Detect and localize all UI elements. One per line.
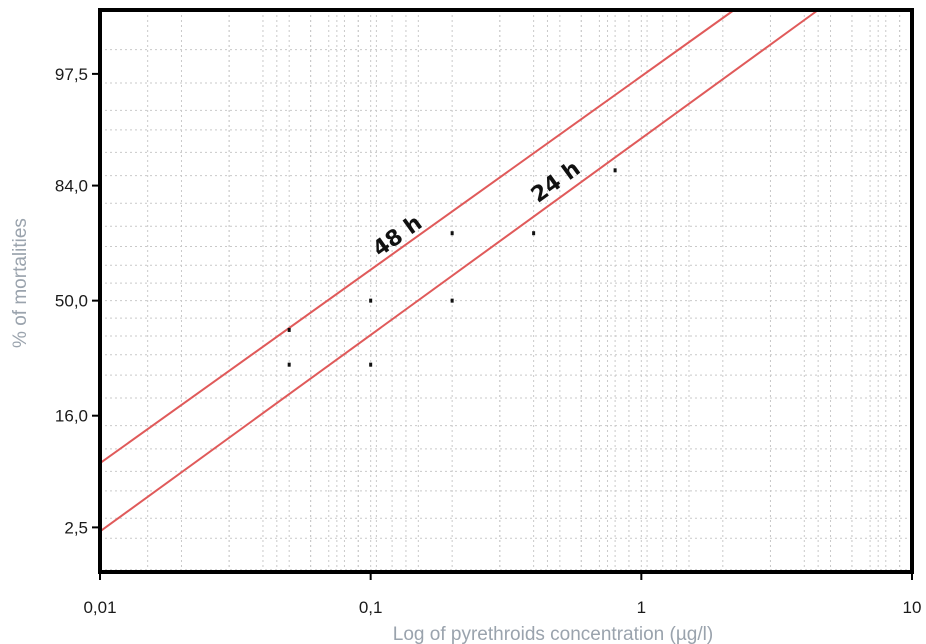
y-axis-title: % of mortalities (10, 218, 31, 348)
data-point (369, 362, 373, 367)
data-point (450, 231, 454, 236)
series-label: 48 h (369, 211, 427, 263)
y-tick-label: 84,0 (55, 177, 88, 196)
x-tick-label: 1 (637, 598, 646, 617)
regression-line (99, 9, 735, 465)
x-tick-label: 0,01 (83, 598, 116, 617)
data-point (532, 231, 536, 236)
y-tick-label: 97,5 (55, 65, 88, 84)
x-tick-label: 10 (903, 598, 922, 617)
y-tick-label: 50,0 (55, 292, 88, 311)
regression-line (99, 9, 819, 533)
y-tick-label: 2,5 (64, 518, 88, 537)
plot-frame (98, 8, 914, 574)
data-point (369, 298, 373, 303)
data-point (287, 362, 291, 367)
y-tick-label: 16,0 (55, 407, 88, 426)
data-point (613, 168, 617, 173)
regression-lines (99, 9, 819, 533)
x-tick-label: 0,1 (359, 598, 383, 617)
data-point (450, 298, 454, 303)
gridlines (100, 10, 912, 572)
x-axis-title: Log of pyrethroids concentration (µg/l) (393, 624, 713, 644)
data-points (287, 168, 617, 367)
x-axis-ticks: 0,01 0,1 1 10 (83, 572, 921, 617)
y-axis-ticks: 2,5 16,0 50,0 84,0 97,5 (55, 65, 100, 537)
data-point (287, 327, 291, 332)
